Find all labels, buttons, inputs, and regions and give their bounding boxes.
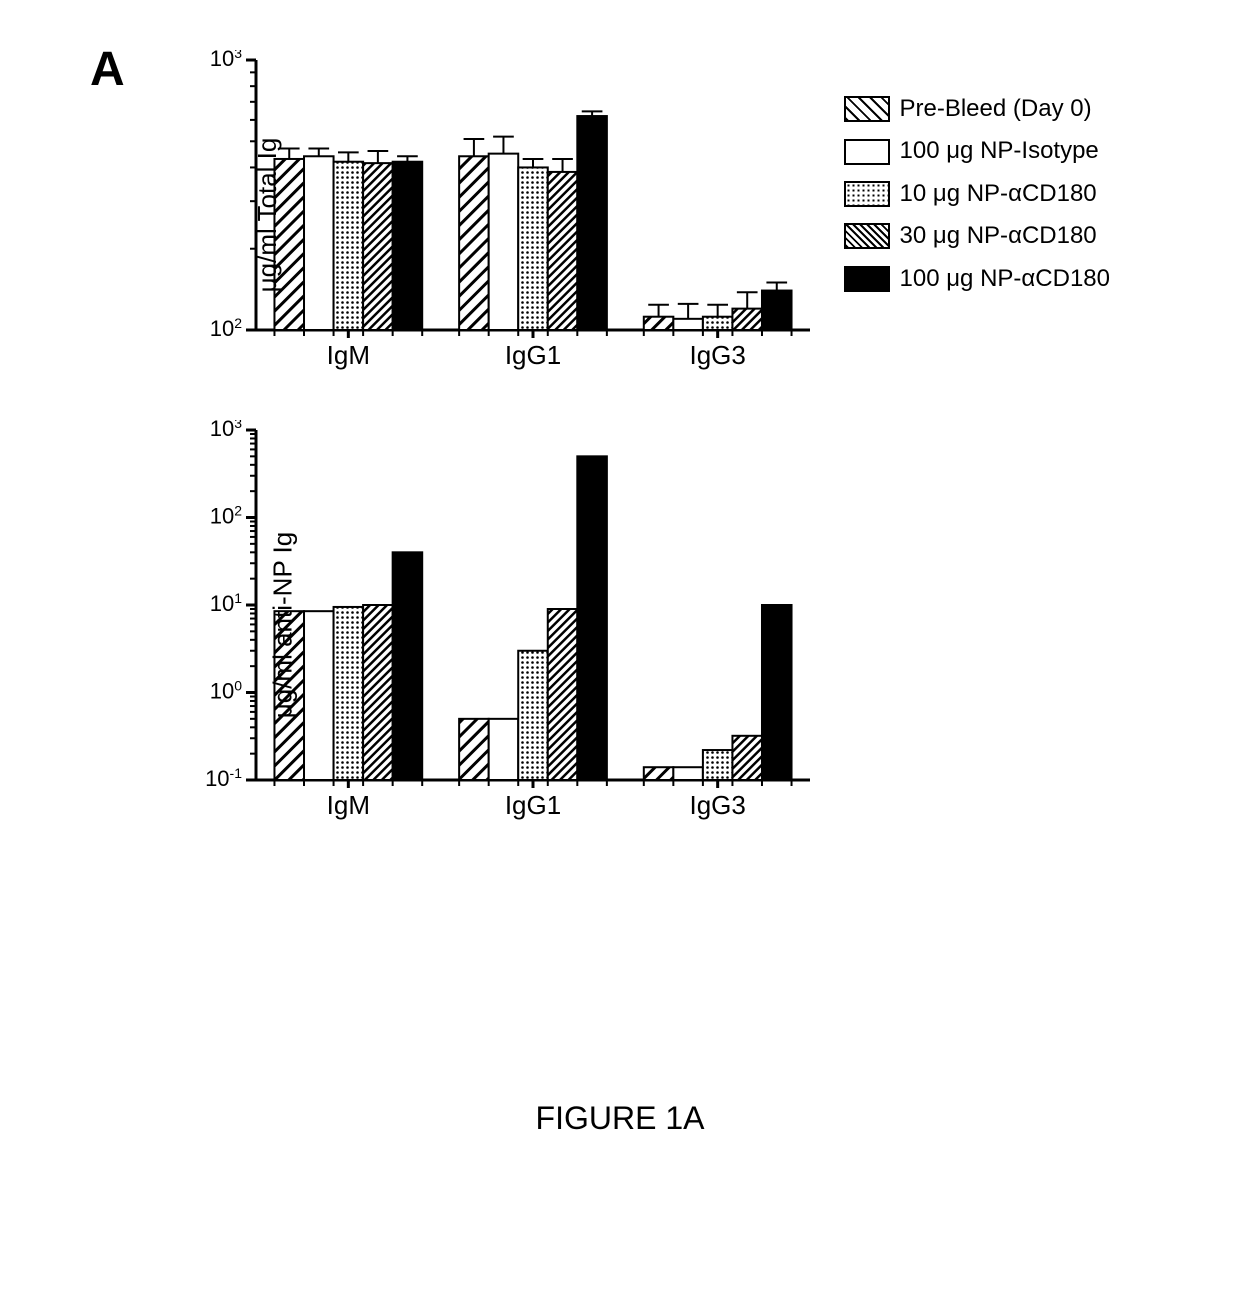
- svg-text:IgG1: IgG1: [505, 790, 561, 820]
- svg-text:102: 102: [210, 503, 242, 529]
- svg-text:IgG1: IgG1: [505, 340, 561, 370]
- svg-text:IgM: IgM: [327, 790, 370, 820]
- svg-text:IgG3: IgG3: [689, 790, 745, 820]
- svg-text:10-1: 10-1: [205, 765, 242, 791]
- chart-top-wrap: g/ml Total Ig 102 103 IgM IgG1 IgG3: [180, 50, 1170, 380]
- svg-text:101: 101: [210, 590, 242, 616]
- chart-bottom-wrap: g/ml anti-NP Ig 10-1 100 101 102 103 IgM IgG1 I…: [180, 420, 1170, 830]
- figure-1a: A Pre-Bleed (Day 0)100 g NP-Isotype10 g …: [70, 50, 1170, 870]
- svg-text:100: 100: [210, 678, 242, 704]
- panel-top: g/ml Total Ig 102 103 IgM IgG1 IgG3: [70, 50, 1170, 380]
- svg-text:103: 103: [210, 50, 242, 71]
- figure-caption: FIGURE 1A: [0, 1100, 1240, 1137]
- y-axis-label-bottom: g/ml anti-NP Ig: [268, 532, 299, 718]
- svg-text:IgG3: IgG3: [689, 340, 745, 370]
- y-axis-label-top: g/ml Total Ig: [252, 138, 283, 293]
- svg-text:103: 103: [210, 420, 242, 441]
- panel-bottom: g/ml anti-NP Ig 10-1 100 101 102 103 IgM IgG1 I…: [70, 420, 1170, 830]
- svg-text:102: 102: [210, 315, 242, 341]
- svg-text:IgM: IgM: [327, 340, 370, 370]
